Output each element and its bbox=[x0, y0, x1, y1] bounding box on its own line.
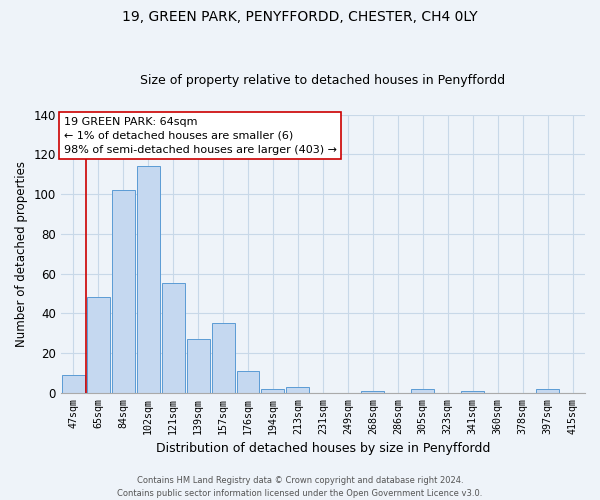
Bar bbox=[187, 339, 209, 393]
Bar bbox=[236, 371, 259, 393]
Text: 19, GREEN PARK, PENYFFORDD, CHESTER, CH4 0LY: 19, GREEN PARK, PENYFFORDD, CHESTER, CH4… bbox=[122, 10, 478, 24]
Bar bbox=[461, 391, 484, 393]
X-axis label: Distribution of detached houses by size in Penyffordd: Distribution of detached houses by size … bbox=[156, 442, 490, 455]
Bar bbox=[286, 387, 310, 393]
Bar bbox=[137, 166, 160, 393]
Text: Contains HM Land Registry data © Crown copyright and database right 2024.
Contai: Contains HM Land Registry data © Crown c… bbox=[118, 476, 482, 498]
Bar bbox=[161, 284, 185, 393]
Bar bbox=[411, 389, 434, 393]
Bar bbox=[112, 190, 134, 393]
Title: Size of property relative to detached houses in Penyffordd: Size of property relative to detached ho… bbox=[140, 74, 505, 87]
Bar bbox=[212, 323, 235, 393]
Bar bbox=[87, 298, 110, 393]
Bar bbox=[361, 391, 385, 393]
Bar bbox=[536, 389, 559, 393]
Text: 19 GREEN PARK: 64sqm
← 1% of detached houses are smaller (6)
98% of semi-detache: 19 GREEN PARK: 64sqm ← 1% of detached ho… bbox=[64, 116, 337, 154]
Bar bbox=[262, 389, 284, 393]
Y-axis label: Number of detached properties: Number of detached properties bbox=[15, 160, 28, 346]
Bar bbox=[62, 375, 85, 393]
